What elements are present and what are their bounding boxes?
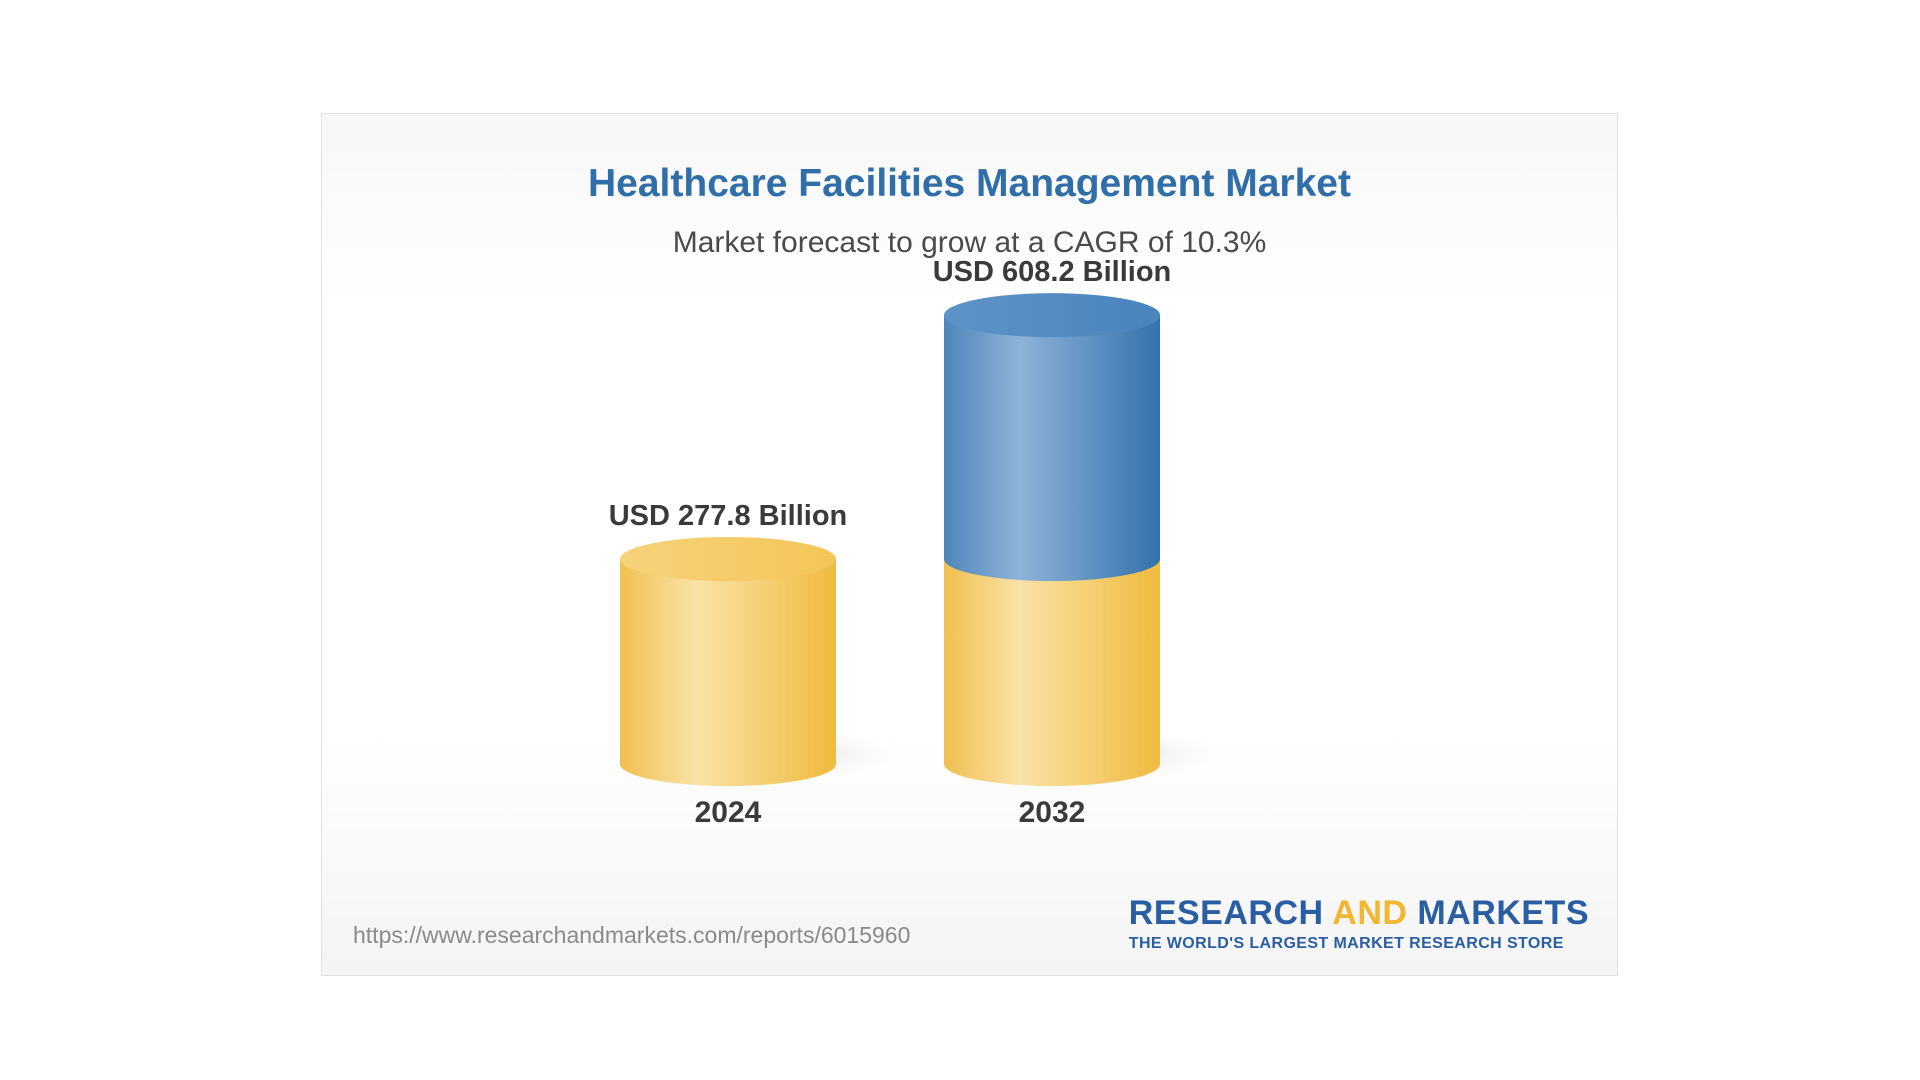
value-label-2024: USD 277.8 Billion: [609, 500, 848, 532]
research-and-markets-logo: RESEARCH AND MARKETS THE WORLD'S LARGEST…: [1129, 894, 1589, 953]
logo-word-research: RESEARCH: [1128, 894, 1324, 932]
logo-word-markets: MARKETS: [1417, 894, 1589, 932]
source-url[interactable]: https://www.researchandmarkets.com/repor…: [353, 922, 911, 948]
chart-title: Healthcare Facilities Management Market: [588, 162, 1351, 205]
bar-base-segment-2032: [944, 559, 1160, 786]
chart-card: Healthcare Facilities Management Market …: [321, 113, 1618, 976]
bar-top-2032: [944, 293, 1160, 338]
value-label-2032: USD 608.2 Billion: [933, 256, 1172, 288]
logo-tagline: THE WORLD'S LARGEST MARKET RESEARCH STOR…: [1128, 935, 1564, 952]
bar-2024: [620, 559, 836, 786]
bar-growth-segment-2032: [944, 315, 1160, 581]
category-label-2024: 2024: [695, 796, 762, 829]
chart-plot: USD 277.8 Billion 2024 USD 608.2 Billion 20…: [609, 256, 1220, 829]
logo-wordmark: RESEARCH AND MARKETS: [1129, 894, 1589, 933]
bar-top-2024: [620, 537, 836, 581]
logo-word-and: AND: [1332, 894, 1408, 932]
category-label-2032: 2032: [1019, 796, 1086, 829]
chart-subtitle: Market forecast to grow at a CAGR of 10.…: [672, 226, 1267, 259]
